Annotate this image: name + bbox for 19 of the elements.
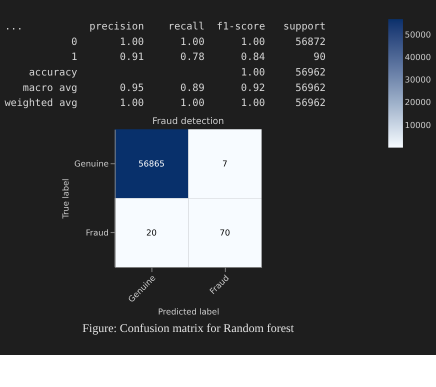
color-bar-label: 20000 bbox=[404, 97, 432, 108]
text: macro avg 0.95 0.89 0.92 56962 bbox=[22, 82, 326, 94]
y-axis-title: True label bbox=[60, 178, 71, 220]
text: weighted avg 1.00 1.00 1.00 56962 bbox=[4, 98, 326, 110]
data-label: 7 bbox=[222, 158, 228, 168]
color-bar-label: 10000 bbox=[404, 120, 432, 130]
data-label: 20 bbox=[146, 227, 157, 238]
text: 1 0.91 0.78 0.84 90 bbox=[71, 52, 326, 64]
data-label: 56865 bbox=[138, 158, 165, 168]
color-bar-label: 50000 bbox=[404, 29, 432, 40]
text: Figure: Confusion matrix for Random forest bbox=[82, 321, 295, 336]
data-label: 70 bbox=[220, 227, 230, 238]
color-bar-label: 40000 bbox=[404, 52, 432, 62]
color-bar-label: 30000 bbox=[404, 74, 432, 85]
text: ... precision recall f1-score support bbox=[4, 22, 326, 33]
x-axis-title: Predicted label bbox=[158, 306, 220, 316]
text: 0 1.00 1.00 1.00 56872 bbox=[71, 36, 326, 48]
text: accuracy 1.00 56962 bbox=[28, 67, 326, 78]
chart-title: Fraud detection bbox=[152, 116, 224, 127]
